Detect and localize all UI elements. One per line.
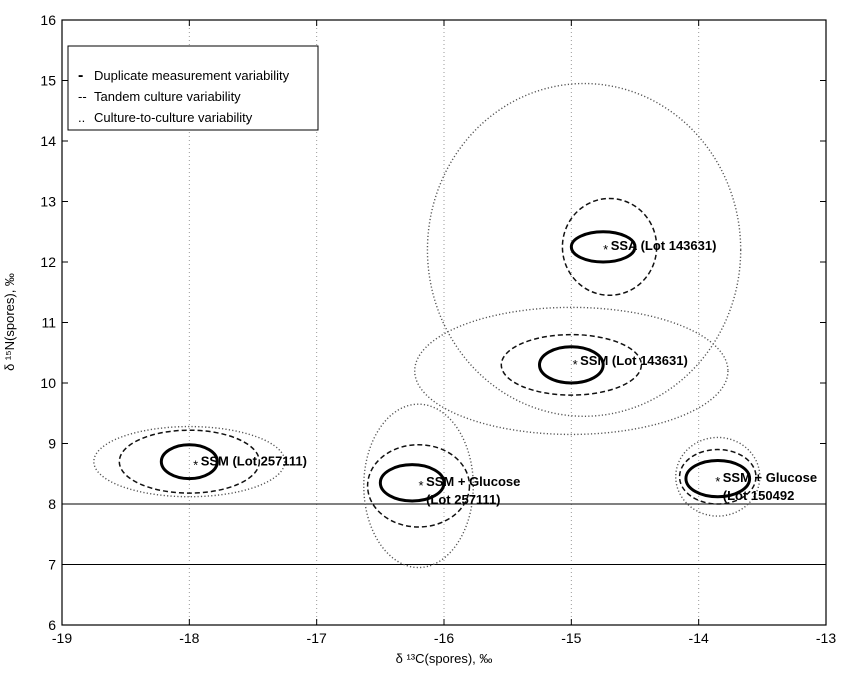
y-axis-label: δ ¹⁵N(spores), ‰ xyxy=(2,273,17,371)
x-tick-label-4: -15 xyxy=(561,630,581,646)
y-tick-label-9: 15 xyxy=(40,73,56,89)
duplicate-ellipse-3 xyxy=(538,345,605,385)
tandem-ellipse-2 xyxy=(561,197,658,297)
point-marker-2: * xyxy=(603,242,608,257)
y-tick-label-0: 6 xyxy=(48,617,56,633)
point-label-2-line-0: SSA (Lot 143631) xyxy=(611,238,717,253)
culture-ellipse-3 xyxy=(414,306,729,436)
legend-marker-2: .. xyxy=(78,110,85,125)
y-tick-label-1: 7 xyxy=(48,557,56,573)
culture-ellipse-4 xyxy=(675,436,761,517)
duplicate-ellipse-4 xyxy=(684,458,752,499)
point-label-0-line-0: SSM (Lot 257111) xyxy=(201,453,307,468)
x-tick-label-1: -18 xyxy=(179,630,199,646)
point-marker-4: * xyxy=(715,474,720,489)
legend-label-2: Culture-to-culture variability xyxy=(94,110,253,125)
y-tick-label-10: 16 xyxy=(40,12,56,28)
label-layer: SSM (Lot 257111) SSM + Glucose (Lot 257111… xyxy=(201,238,817,507)
tandem-ellipse-4 xyxy=(678,448,757,505)
duplicate-ellipse-2 xyxy=(569,230,637,264)
point-marker-0: * xyxy=(193,457,198,472)
culture-ellipse-0 xyxy=(93,425,286,498)
point-marker-1: * xyxy=(419,478,424,493)
y-tick-label-4: 10 xyxy=(40,375,56,391)
y-tick-label-7: 13 xyxy=(40,194,56,210)
point-label-4-line-0: SSM + Glucose xyxy=(723,470,817,485)
tandem-ellipse-0 xyxy=(118,429,261,494)
point-label-3-line-0: SSM (Lot 143631) xyxy=(580,353,688,368)
legend-marker-1: -- xyxy=(78,89,87,104)
point-label-4-line-1: (Lot 150492 xyxy=(723,488,795,503)
x-tick-label-5: -14 xyxy=(689,630,709,646)
point-label-1-line-0: SSM + Glucose xyxy=(426,474,520,489)
y-tick-label-5: 11 xyxy=(41,315,56,331)
duplicate-ellipse-0 xyxy=(159,443,219,481)
tick-layer: -19 -18 -17 -16 -15 -14 -13 6 7 8 9 10 11 12 13 14 15 16 xyxy=(40,12,836,646)
culture-ellipse-2 xyxy=(426,82,742,417)
x-tick-label-2: -17 xyxy=(307,630,327,646)
x-axis-label: δ ¹³C(spores), ‰ xyxy=(396,651,493,666)
x-tick-label-6: -13 xyxy=(816,630,836,646)
y-tick-label-2: 8 xyxy=(48,496,56,512)
culture-ellipse-1 xyxy=(363,403,474,569)
y-tick-label-8: 14 xyxy=(40,133,56,149)
y-tick-label-6: 12 xyxy=(40,254,56,270)
x-tick-label-3: -16 xyxy=(434,630,454,646)
legend-label-0: Duplicate measurement variability xyxy=(94,68,290,83)
point-label-1-line-1: (Lot 257111) xyxy=(426,492,500,507)
legend-marker-0: - xyxy=(78,67,83,84)
y-tick-label-3: 9 xyxy=(48,436,56,452)
x-tick-label-0: -19 xyxy=(52,630,72,646)
legend: - Duplicate measurement variability -- T… xyxy=(67,45,319,131)
legend-box xyxy=(67,45,319,131)
legend-label-1: Tandem culture variability xyxy=(94,89,241,104)
duplicate-ellipse-1 xyxy=(378,463,446,503)
tandem-ellipse-1 xyxy=(366,443,471,528)
point-marker-3: * xyxy=(573,357,578,372)
marker-layer: * * * * * xyxy=(193,242,720,493)
tandem-ellipse-3 xyxy=(500,333,643,396)
ellipse-layer xyxy=(93,82,761,569)
